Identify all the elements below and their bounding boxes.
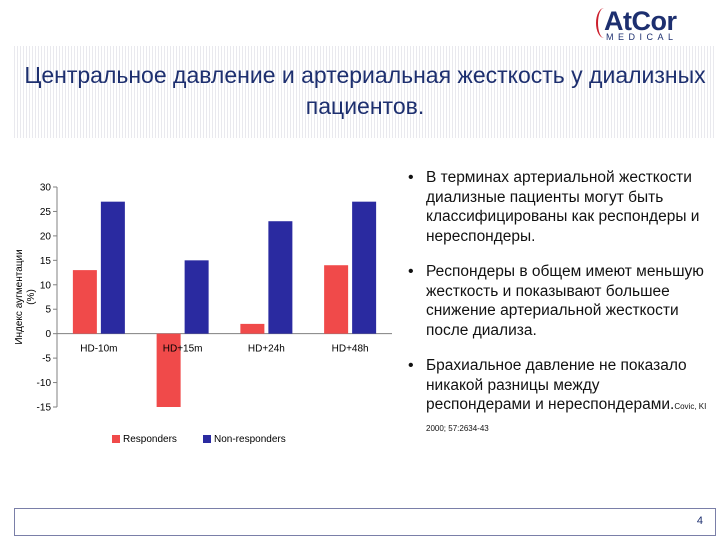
bar-non-responders: [352, 201, 377, 334]
logo-subtitle: MEDICAL: [606, 32, 678, 42]
bullet-dot-icon: •: [408, 263, 414, 280]
legend-swatch: [112, 435, 120, 443]
y-tick-label: 15: [40, 256, 52, 267]
bar-responders: [240, 323, 265, 334]
x-tick-label: HD+15m: [163, 344, 203, 355]
legend-label: Non-responders: [214, 434, 286, 445]
x-tick-label: HD-10m: [80, 344, 117, 355]
y-tick-label: -5: [42, 354, 51, 365]
y-tick-label: 10: [40, 280, 52, 291]
bullet-item: • Брахиальное давление не показало никак…: [408, 356, 708, 438]
y-tick-label: 0: [45, 329, 51, 340]
y-tick-label: 5: [45, 305, 51, 316]
y-tick-label: -15: [37, 403, 52, 414]
bar-chart-svg: 30 25 20 15 10 5 0 -5 -10 -15 Индекс аугментации(%…: [14, 183, 392, 445]
y-axis-label: Индекс аугментации(%): [14, 249, 37, 344]
bullet-dot-icon: •: [408, 169, 414, 186]
x-tick-label: HD+48h: [332, 344, 369, 355]
bar-non-responders: [184, 260, 209, 334]
atcor-logo: AtCor MEDICAL: [596, 6, 714, 46]
legend-label: Responders: [123, 434, 177, 445]
bar-non-responders: [100, 201, 125, 334]
y-tick-label: 20: [40, 231, 52, 242]
logo-wordmark: AtCor: [604, 6, 677, 36]
title-banner-background: [14, 46, 716, 138]
footer-bar: 4: [14, 508, 716, 536]
bar-responders: [72, 270, 97, 334]
x-tick-label: HD+24h: [248, 344, 285, 355]
page-number: 4: [696, 515, 703, 527]
y-tick-label: 25: [40, 207, 52, 218]
augmentation-index-chart: 30 25 20 15 10 5 0 -5 -10 -15 Индекс аугментации(%…: [0, 170, 400, 465]
bullet-dot-icon: •: [408, 357, 414, 374]
bullet-text: Брахиальное давление не показало никакой…: [426, 357, 687, 413]
citation: Covic, KI 2000; 57:2634-43: [426, 402, 707, 433]
bar-responders: [324, 265, 349, 334]
slide-title: Центральное давление и артериальная жест…: [24, 62, 706, 119]
bullet-text: В терминах артериальной жесткости диализ…: [426, 169, 700, 245]
bar-responders: [156, 333, 181, 407]
legend-swatch: [203, 435, 211, 443]
bullet-text: Респондеры в общем имеют меньшую жесткос…: [426, 263, 704, 339]
logo-swoosh-icon: [596, 8, 612, 38]
y-tick-label: -10: [37, 378, 52, 389]
bullet-list: • В терминах артериальной жесткости диал…: [408, 168, 708, 454]
bullet-item: • Респондеры в общем имеют меньшую жестк…: [408, 262, 708, 340]
y-tick-label: 30: [40, 183, 52, 194]
bar-non-responders: [268, 221, 293, 334]
bullet-item: • В терминах артериальной жесткости диал…: [408, 168, 708, 246]
